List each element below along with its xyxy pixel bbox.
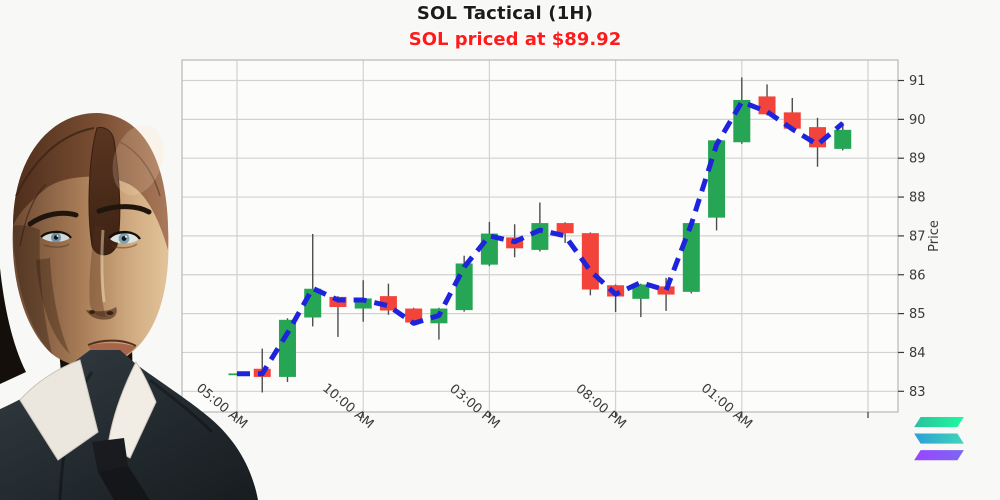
- svg-text:90: 90: [909, 113, 926, 128]
- svg-text:87: 87: [909, 229, 926, 244]
- svg-text:84: 84: [909, 346, 926, 361]
- price-subtitle: SOL priced at $89.92: [408, 29, 622, 50]
- page-title: SOL Tactical (1H): [416, 3, 594, 24]
- svg-text:88: 88: [909, 191, 926, 206]
- svg-text:85: 85: [909, 307, 926, 322]
- solana-bar-bottom: [914, 450, 964, 461]
- svg-text:Price: Price: [927, 220, 942, 252]
- svg-text:83: 83: [909, 385, 926, 400]
- svg-text:86: 86: [909, 268, 926, 283]
- svg-text:91: 91: [909, 74, 926, 89]
- solana-bar-top: [914, 417, 964, 428]
- solana-logo: [914, 417, 964, 461]
- solana-bar-middle: [914, 433, 964, 444]
- svg-text:89: 89: [909, 152, 926, 167]
